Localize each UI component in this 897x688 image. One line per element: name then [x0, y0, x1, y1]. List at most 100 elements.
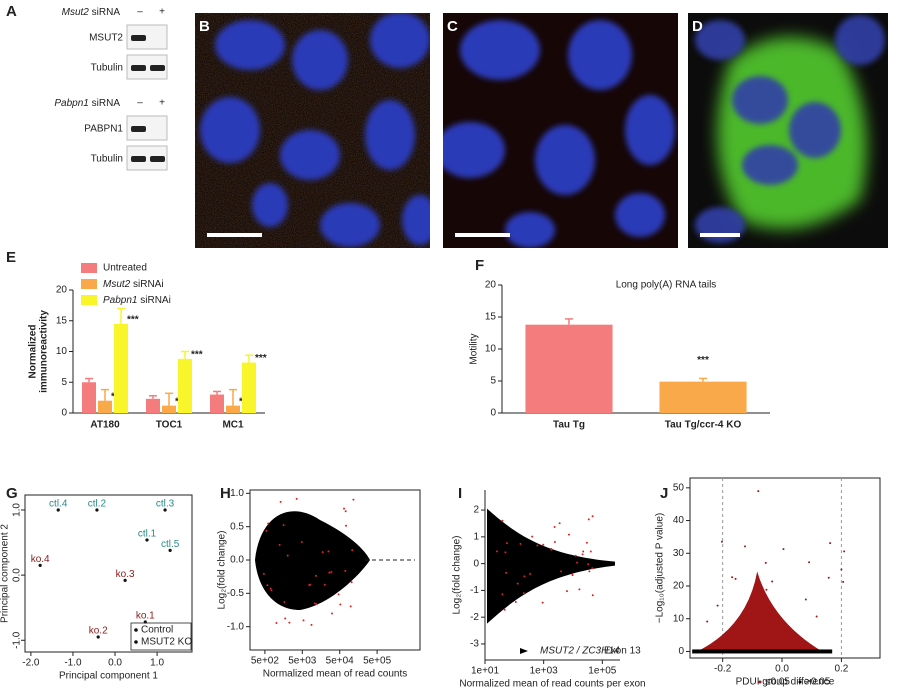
band	[131, 35, 146, 41]
highlight-point	[331, 612, 334, 615]
y-axis-label: Normalized	[28, 325, 39, 379]
highlight-point	[351, 549, 354, 552]
y-tick-label: 20	[673, 581, 685, 592]
x-tick-label: 5e+04	[326, 656, 355, 667]
point-label: ctl.1	[138, 529, 157, 540]
highlight-point	[282, 524, 285, 527]
highlight-point	[576, 561, 579, 564]
outlier-point	[771, 580, 774, 583]
x-tick-label: 0.0	[108, 658, 122, 669]
legend-label: Msut2 siRNAi	[103, 279, 164, 290]
outlier-point	[827, 576, 830, 579]
y-tick-label: -3	[470, 639, 479, 650]
legend-label: Untreated	[103, 263, 147, 274]
panel-label: J	[660, 485, 668, 502]
outlier-point	[716, 604, 719, 607]
highlight-point	[262, 572, 265, 575]
point-label: ko.1	[136, 611, 155, 622]
highlight-point	[327, 550, 330, 553]
blot-box	[126, 24, 168, 50]
y-tick-label: 0	[678, 646, 684, 657]
outlier-point	[829, 542, 832, 545]
x-tick-label: MC1	[222, 420, 244, 431]
bar	[114, 323, 128, 413]
highlight-point	[542, 543, 545, 546]
panel-label: G	[6, 485, 18, 502]
highlight-point	[495, 550, 498, 553]
panel-label: H	[220, 485, 231, 502]
point	[145, 538, 149, 542]
y-tick-label: 50	[673, 482, 685, 493]
bar	[82, 382, 96, 413]
highlight-point	[553, 540, 556, 543]
y-tick-label: -1.0	[12, 631, 23, 649]
highlight-point	[553, 526, 556, 529]
y-tick-label: 0	[490, 408, 496, 419]
point	[38, 563, 42, 567]
highlight-point	[519, 542, 522, 545]
point-label: ctl.4	[49, 499, 68, 510]
highlight-point	[536, 544, 539, 547]
y-tick-label: 5	[61, 377, 67, 388]
legend-label: Pabpn1 siRNAi	[103, 295, 171, 306]
highlight-point	[591, 515, 594, 518]
x-tick-label: -2.0	[22, 658, 40, 669]
y-axis-label: Log₂(fold change)	[217, 531, 228, 610]
point-label: ctl.5	[161, 539, 180, 550]
significance: ***	[127, 314, 139, 325]
band-label: Tubulin	[91, 63, 123, 74]
outlier-point	[808, 561, 811, 564]
point-label: ko.3	[116, 569, 135, 580]
highlight-point	[589, 550, 592, 553]
x-tick-label: AT180	[90, 420, 120, 431]
y-tick-label: 1	[473, 531, 479, 542]
outlier-point	[753, 589, 756, 592]
y-tick-label: 0.5	[230, 521, 244, 532]
y-tick-label: 0.0	[230, 555, 244, 566]
legend-label: >0.05	[805, 677, 831, 688]
outlier-point	[720, 540, 723, 543]
bar	[210, 394, 224, 413]
highlight-point	[302, 619, 305, 622]
highlight-point	[529, 572, 532, 575]
x-tick-label: Tau Tg/ccr-4 KO	[665, 420, 742, 431]
highlight-point	[278, 543, 281, 546]
highlight-point	[328, 571, 331, 574]
y-tick-label: 1.0	[230, 488, 244, 499]
panel-label: E	[6, 249, 16, 266]
highlight-point	[581, 553, 584, 556]
plot-frame	[249, 489, 421, 651]
highlight-point	[560, 570, 563, 573]
chart-title: Long poly(A) RNA tails	[616, 280, 717, 291]
band	[150, 156, 165, 162]
point	[123, 578, 127, 582]
y-axis-label: Principal component 2	[0, 524, 11, 623]
legend-swatch	[81, 263, 97, 273]
y-tick-label: 5	[490, 376, 496, 387]
y-tick-label: 2	[473, 505, 479, 516]
legend-marker	[134, 640, 138, 644]
highlight-point	[343, 507, 346, 510]
highlight-point	[288, 621, 291, 624]
significance: *	[175, 396, 179, 407]
legend-swatch	[81, 279, 97, 289]
x-tick-label: 0.2	[834, 664, 848, 675]
y-axis-label: −Log₁₀(adjusted P value)	[655, 513, 666, 623]
bar	[98, 400, 112, 413]
highlight-point	[531, 535, 534, 538]
y-tick-label: 20	[485, 280, 497, 291]
annotation: MSUT2 / ZC3H14	[540, 646, 620, 657]
highlight-point	[266, 584, 269, 587]
y-tick-label: 0	[61, 408, 67, 419]
highlight-point	[514, 600, 517, 603]
baseline-points	[692, 649, 833, 654]
band-label: Tubulin	[91, 154, 123, 165]
bar	[162, 405, 176, 413]
highlight-point	[295, 497, 298, 500]
highlight-point	[574, 554, 577, 557]
outlier-point	[734, 577, 737, 580]
highlight-point	[265, 529, 268, 532]
y-tick-label: 30	[673, 548, 685, 559]
highlight-point	[585, 541, 588, 544]
